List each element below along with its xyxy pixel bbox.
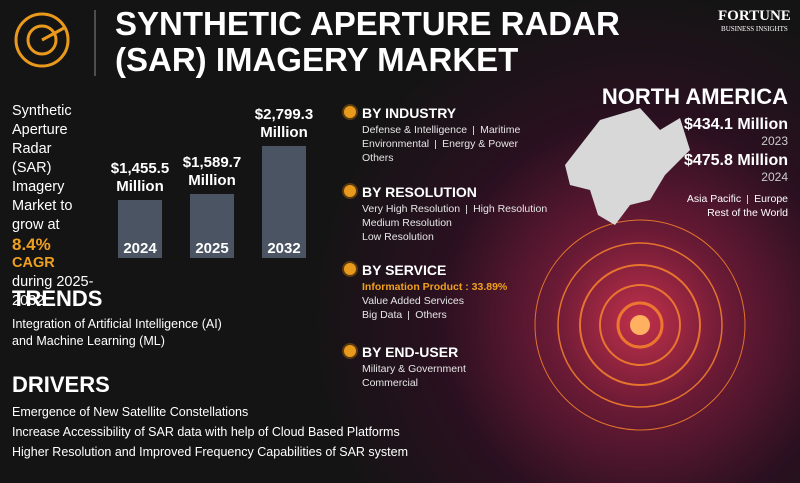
segment-item: Military & Government <box>362 363 466 375</box>
region-other: Asia Pacific <box>686 193 742 205</box>
segment-item: Environmental <box>362 138 430 150</box>
value-label: $1,589.7 Million <box>182 154 242 190</box>
segment-row: Military & Government <box>362 362 562 376</box>
segment-item: Others <box>415 309 447 321</box>
segment-icon <box>344 263 356 275</box>
driver-item: Higher Resolution and Improved Frequency… <box>12 445 409 459</box>
region-title: NORTH AMERICA <box>601 84 788 109</box>
value-label: $1,455.5 Million <box>110 159 170 195</box>
trends-title: TRENDS <box>12 286 103 311</box>
segment: BY SERVICE Information Product : 33.89% Va… <box>344 262 562 322</box>
driver-item: Increase Accessibility of SAR data with … <box>12 425 400 439</box>
separator <box>435 139 437 149</box>
segment-item: Big Data <box>362 309 403 321</box>
segment: BY INDUSTRY Defense & Intelligence Maritim… <box>344 105 562 165</box>
segment-row: Environmental Energy & Power <box>362 137 562 151</box>
logo-tagline: BUSINESS INSIGHTS <box>721 25 788 33</box>
segment-row: Very High Resolution High Resolution <box>362 202 562 216</box>
segment: BY RESOLUTION Very High Resolution High Re… <box>344 184 562 244</box>
segment-row: Big Data Others <box>362 308 562 322</box>
segment-item: Very High Resolution <box>362 203 461 215</box>
segment-item: High Resolution <box>473 203 548 215</box>
segment-title: BY END-USER <box>362 344 459 360</box>
drivers-title: DRIVERS <box>12 372 110 397</box>
cagr: CAGR <box>12 255 55 271</box>
segment-item: Low Resolution <box>362 231 434 243</box>
segment-item: Defense & Intelligence <box>362 124 468 136</box>
segment-row: Commercial <box>362 376 562 390</box>
region-row: Rest of the World <box>602 206 788 220</box>
segment-title: BY RESOLUTION <box>362 184 477 200</box>
driver-item: Emergence of New Satellite Constellation… <box>12 405 249 419</box>
trend-item: Integration of Artificial Intelligence (… <box>12 317 222 348</box>
segment-item: Medium Resolution <box>362 217 452 229</box>
region-year: 2023 <box>761 134 788 148</box>
separator <box>466 204 468 214</box>
x-tick-label: 2024 <box>123 240 157 257</box>
growth-text: Synthetic Aperture Radar (SAR) Imagery M… <box>12 103 73 233</box>
title-line: SYNTHETIC APERTURE RADAR <box>115 5 620 42</box>
region-row: Asia Pacific Europe <box>602 192 788 206</box>
segment-item: Others <box>362 152 394 164</box>
value-label: $2,799.3 Million <box>254 106 314 141</box>
growth-period: during 2025-2032 <box>12 274 94 309</box>
bar <box>190 194 234 258</box>
segment-row: Value Added Services <box>362 294 562 308</box>
x-tick-label: 2025 <box>195 240 229 257</box>
segment-row: Low Resolution <box>362 230 562 244</box>
region-value: $475.8 Million <box>683 152 788 169</box>
segment-icon <box>344 345 356 357</box>
segment-icon <box>344 185 356 197</box>
title-line: (SAR) IMAGERY MARKET <box>115 41 519 78</box>
separator <box>747 194 749 204</box>
x-tick-label: 2032 <box>267 240 301 257</box>
region-other: Europe <box>754 193 788 205</box>
segment-title: BY INDUSTRY <box>362 105 457 121</box>
segment-title: BY SERVICE <box>362 262 447 278</box>
bar-chart: 2024 $1,455.5 Million 2025 $1,589.7 Million… <box>100 100 320 262</box>
segment-icon <box>344 106 356 118</box>
region-year: 2024 <box>761 170 788 184</box>
segment-item: Commercial <box>362 377 419 389</box>
segment-row: Others <box>362 151 562 165</box>
segment-item: Energy & Power <box>442 138 518 150</box>
region-value: $434.1 Million <box>683 116 788 133</box>
segment: BY END-USER Military & Government Commerci… <box>344 344 562 390</box>
region-other: Rest of the World <box>707 207 788 219</box>
segment-item: Maritime <box>480 124 521 136</box>
growth-rate: 8.4% <box>12 235 51 254</box>
separator <box>408 310 410 320</box>
segment-highlight: Information Product : 33.89% <box>362 281 508 293</box>
segment-row: Medium Resolution <box>362 216 562 230</box>
segment-item: Value Added Services <box>362 295 464 307</box>
separator <box>473 125 475 135</box>
bar <box>118 199 162 258</box>
logo-name: FORTUNE <box>718 8 791 24</box>
segment-row: Defense & Intelligence Maritime <box>362 123 562 137</box>
bar <box>262 146 306 258</box>
